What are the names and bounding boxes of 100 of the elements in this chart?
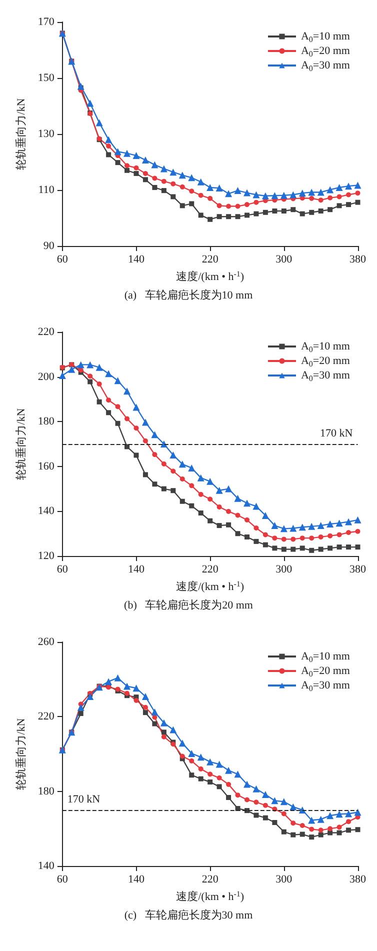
point: [142, 177, 148, 182]
point: [318, 534, 324, 540]
point: [244, 797, 250, 802]
point: [234, 494, 242, 502]
point: [309, 826, 314, 832]
x-tick-label: 60: [56, 254, 68, 266]
point: [152, 721, 158, 726]
text: (b) 车轮扁疤长度为20 mm: [124, 598, 254, 612]
point: [290, 191, 297, 198]
point: [68, 366, 76, 373]
point: [290, 546, 296, 552]
x-tick-label: 380: [350, 254, 366, 266]
point: [188, 464, 196, 472]
point: [151, 708, 158, 716]
point: [317, 816, 324, 823]
point: [254, 538, 259, 544]
point: [96, 381, 102, 386]
point: [272, 820, 278, 826]
point: [96, 119, 103, 126]
y-tick-label: 180: [38, 785, 55, 798]
point: [189, 503, 194, 508]
point: [188, 750, 196, 757]
point: [345, 810, 352, 818]
point: [105, 370, 112, 378]
point: [280, 525, 288, 532]
point: [336, 203, 342, 208]
point: [318, 546, 324, 552]
point: [235, 512, 240, 518]
point: [216, 504, 222, 510]
point: [151, 161, 158, 168]
point: [271, 192, 278, 200]
point: [180, 476, 185, 482]
point: [309, 548, 314, 553]
point: [152, 184, 158, 190]
point: [189, 758, 194, 764]
point: [244, 202, 250, 208]
x-tick-label: 300: [276, 564, 293, 576]
point: [328, 826, 333, 832]
point: [281, 829, 286, 834]
point: [226, 508, 232, 514]
point: [290, 832, 296, 838]
point: [300, 546, 305, 551]
point: [170, 181, 176, 186]
point: [105, 678, 112, 686]
point: [152, 452, 158, 458]
point: [235, 531, 240, 536]
point: [197, 178, 204, 186]
point: [272, 546, 278, 551]
point: [189, 772, 194, 778]
y-tick-label: 220: [38, 710, 55, 723]
point: [114, 148, 122, 156]
x-tick-label: 140: [128, 564, 145, 576]
point: [328, 830, 333, 836]
point: [124, 388, 131, 395]
point: [318, 198, 324, 203]
x-tick-label: 380: [350, 564, 366, 576]
point: [206, 758, 214, 766]
point: [244, 212, 250, 218]
point: [235, 204, 240, 209]
point: [318, 208, 324, 214]
point: [86, 100, 94, 107]
point: [161, 486, 166, 492]
y-tick-label: 90: [43, 240, 55, 252]
point: [208, 496, 213, 502]
point: [235, 792, 240, 798]
point: [281, 546, 286, 552]
y-tick-label: 160: [38, 460, 55, 472]
point: [170, 194, 176, 200]
point: [252, 502, 260, 510]
point: [208, 772, 213, 777]
point: [88, 379, 93, 384]
point: [106, 398, 112, 403]
y-tick-label: 260: [38, 636, 55, 648]
point: [180, 498, 185, 504]
point: [180, 184, 185, 190]
point: [244, 517, 250, 522]
point: [178, 172, 186, 179]
point: [124, 416, 130, 422]
point: [346, 819, 352, 824]
point: [170, 168, 177, 176]
point: [225, 190, 232, 198]
point: [78, 710, 84, 716]
point: [243, 189, 250, 196]
point: [96, 399, 102, 404]
point: [280, 192, 288, 199]
y-tick-label: 170: [38, 16, 55, 28]
point: [328, 195, 333, 200]
point: [254, 211, 259, 216]
point: [170, 488, 176, 494]
point: [243, 780, 250, 788]
ref-line-label: 170 kN: [67, 794, 100, 806]
point: [124, 682, 131, 690]
point: [142, 704, 148, 710]
point: [106, 144, 112, 149]
y-tick-label: 120: [38, 550, 55, 562]
point: [309, 210, 314, 215]
x-tick-label: 300: [276, 874, 293, 886]
point: [318, 832, 324, 838]
point: [262, 210, 268, 215]
point: [226, 204, 232, 209]
